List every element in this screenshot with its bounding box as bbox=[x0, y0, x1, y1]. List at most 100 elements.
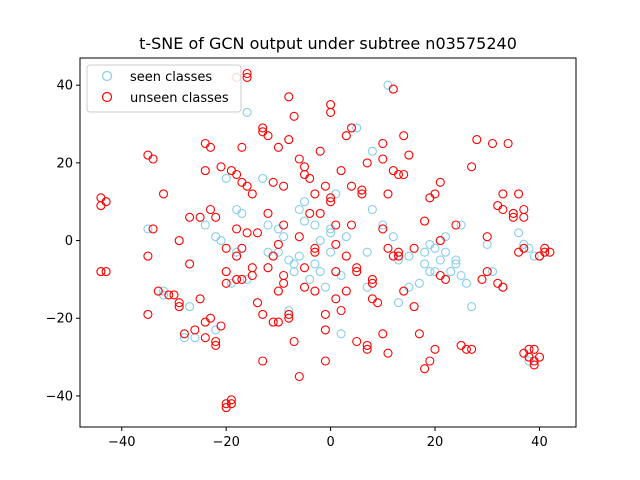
unseen-point bbox=[237, 142, 247, 152]
unseen-point bbox=[362, 158, 372, 168]
unseen-point bbox=[336, 305, 346, 316]
seen-point bbox=[430, 243, 440, 253]
unseen-point bbox=[263, 131, 273, 141]
unseen-point bbox=[540, 247, 550, 257]
unseen-point bbox=[430, 344, 440, 354]
unseen-point bbox=[409, 302, 419, 312]
unseen-point bbox=[467, 162, 477, 172]
unseen-point bbox=[346, 123, 357, 133]
unseen-point bbox=[503, 138, 513, 149]
seen-point bbox=[467, 302, 477, 312]
y-tick-label: −20 bbox=[46, 312, 73, 327]
unseen-point bbox=[247, 263, 257, 273]
unseen-point bbox=[383, 189, 393, 199]
unseen-point bbox=[310, 189, 320, 199]
unseen-point bbox=[326, 107, 336, 117]
unseen-point bbox=[158, 189, 169, 199]
unseen-point bbox=[273, 142, 283, 152]
unseen-point bbox=[211, 336, 221, 347]
seen-point bbox=[461, 278, 471, 288]
unseen-point bbox=[258, 123, 268, 133]
y-tick-label: 20 bbox=[56, 156, 73, 171]
seen-point bbox=[341, 232, 351, 242]
seen-point bbox=[185, 302, 195, 312]
unseen-point bbox=[320, 325, 330, 335]
unseen-point bbox=[341, 286, 351, 296]
seen-point bbox=[315, 236, 325, 246]
unseen-point bbox=[299, 263, 310, 273]
seen-point bbox=[388, 232, 398, 242]
unseen-point bbox=[226, 399, 236, 409]
unseen-point bbox=[284, 135, 294, 145]
scatter-points bbox=[96, 68, 555, 413]
unseen-point bbox=[153, 286, 163, 296]
unseen-point bbox=[393, 247, 404, 257]
unseen-point bbox=[435, 236, 445, 246]
seen-point bbox=[242, 107, 252, 117]
unseen-point bbox=[279, 181, 289, 191]
unseen-point bbox=[378, 224, 388, 234]
y-tick-label: 0 bbox=[65, 234, 73, 249]
unseen-point bbox=[279, 278, 289, 288]
seen-point bbox=[456, 220, 466, 230]
chart-title: t-SNE of GCN output under subtree n03575… bbox=[139, 34, 517, 53]
unseen-point bbox=[284, 92, 294, 102]
unseen-point bbox=[294, 232, 304, 242]
unseen-point bbox=[529, 360, 539, 370]
unseen-point bbox=[148, 154, 158, 164]
legend: seen classes unseen classes bbox=[86, 64, 242, 113]
seen-point bbox=[451, 255, 461, 265]
seen-point bbox=[305, 274, 315, 284]
unseen-point bbox=[378, 329, 388, 339]
unseen-point bbox=[221, 267, 231, 277]
unseen-point bbox=[237, 243, 247, 253]
unseen-point bbox=[514, 189, 524, 199]
unseen-point bbox=[425, 356, 435, 366]
unseen-point bbox=[205, 204, 216, 215]
unseen-point bbox=[420, 216, 430, 226]
unseen-point bbox=[299, 162, 310, 172]
unseen-point bbox=[96, 267, 106, 277]
unseen-point bbox=[101, 267, 111, 277]
unseen-point bbox=[320, 181, 330, 191]
unseen-point bbox=[440, 274, 451, 284]
unseen-point bbox=[247, 189, 257, 199]
unseen-point bbox=[404, 150, 414, 160]
unseen-point bbox=[331, 267, 341, 277]
unseen-point bbox=[393, 251, 404, 261]
unseen-point bbox=[315, 208, 325, 218]
unseen-point bbox=[284, 313, 294, 323]
seen-point bbox=[393, 298, 404, 308]
seen-point bbox=[529, 251, 539, 261]
unseen-point bbox=[169, 290, 179, 300]
unseen-point bbox=[367, 274, 377, 284]
unseen-point bbox=[472, 135, 482, 145]
seen-point bbox=[258, 173, 268, 183]
unseen-point bbox=[399, 169, 409, 180]
seen-point bbox=[446, 267, 456, 277]
seen-point bbox=[414, 278, 424, 288]
seen-point bbox=[263, 220, 273, 230]
unseen-point bbox=[430, 189, 440, 199]
unseen-point bbox=[185, 259, 195, 269]
unseen-point bbox=[174, 236, 184, 246]
unseen-point bbox=[378, 138, 388, 149]
seen-point bbox=[524, 243, 534, 253]
unseen-point bbox=[498, 189, 508, 199]
unseen-point bbox=[362, 340, 372, 350]
unseen-point bbox=[352, 263, 362, 273]
unseen-point bbox=[519, 212, 529, 222]
seen-point bbox=[294, 204, 304, 215]
unseen-point bbox=[232, 169, 242, 180]
unseen-point bbox=[383, 243, 393, 253]
x-tick-label: 20 bbox=[427, 435, 444, 450]
seen-point bbox=[299, 197, 310, 207]
seen-point bbox=[200, 220, 210, 230]
unseen-point bbox=[211, 340, 221, 350]
unseen-point bbox=[367, 278, 377, 288]
unseen-point bbox=[237, 274, 247, 284]
unseen-point bbox=[232, 274, 242, 284]
legend-label-unseen: unseen classes bbox=[130, 91, 229, 106]
unseen-point bbox=[346, 181, 357, 191]
seen-point bbox=[310, 259, 320, 269]
